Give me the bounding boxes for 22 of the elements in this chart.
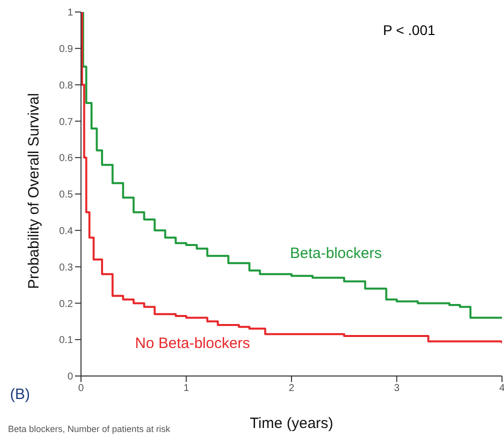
x-tick-label: 2 xyxy=(288,383,295,394)
y-tick-label: 1 xyxy=(67,8,74,19)
y-tick-label: 0.8 xyxy=(59,80,74,92)
series-label: No Beta-blockers xyxy=(135,335,250,352)
y-tick-label: 0.1 xyxy=(59,335,74,346)
annotation: P < .001 xyxy=(383,22,436,38)
y-tick-label: 0 xyxy=(67,372,74,383)
text: Beta blockers, Number of patients at risk xyxy=(8,424,170,434)
y-tick-label: 0.9 xyxy=(59,44,74,55)
y-tick-label: 0.2 xyxy=(59,298,74,310)
x-axis-title: Time (years) xyxy=(250,415,334,432)
y-tick-label: 0.4 xyxy=(59,226,74,237)
y-tick-label: 0.6 xyxy=(59,153,74,164)
y-axis-title: Probability of Overall Survival xyxy=(25,93,42,289)
x-tick-label: 1 xyxy=(183,383,190,394)
x-tick-label: 3 xyxy=(394,383,400,394)
y-tick-label: 0.3 xyxy=(59,262,74,274)
y-tick-label: 0.7 xyxy=(59,116,74,128)
series-label: Beta-blockers xyxy=(290,245,382,262)
y-tick-label: 0.5 xyxy=(59,190,74,201)
x-tick-label: 0 xyxy=(78,383,84,394)
text: (B) xyxy=(10,386,30,403)
